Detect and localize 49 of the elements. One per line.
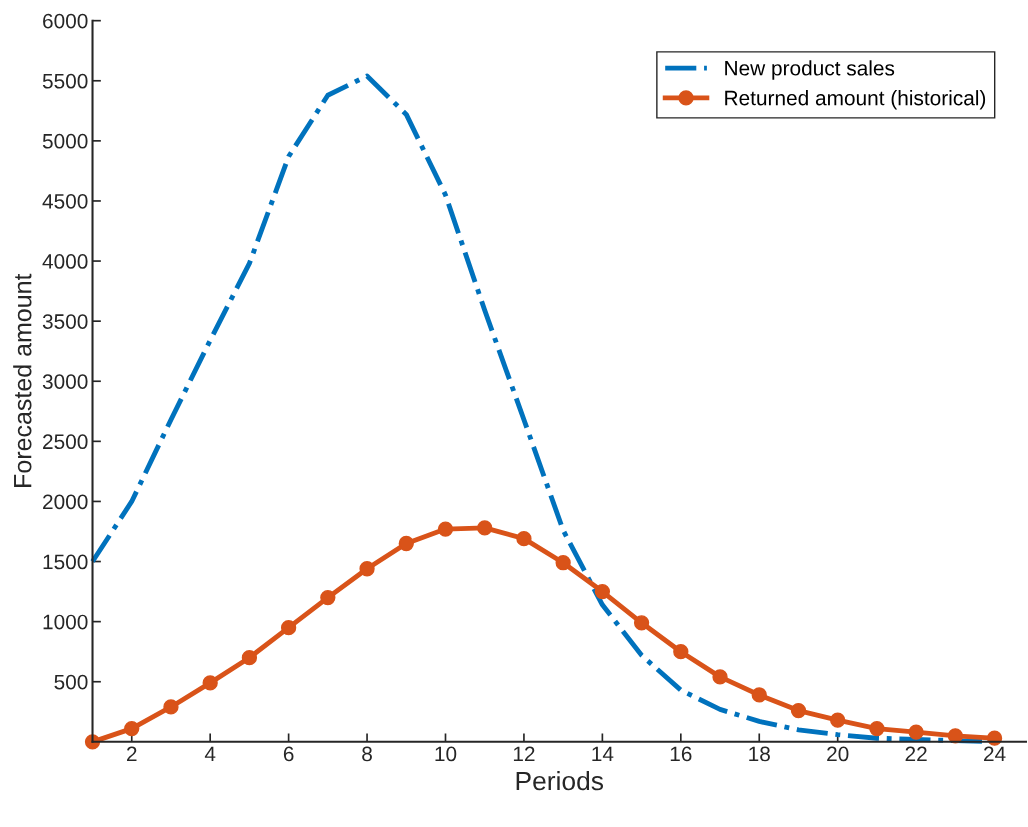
y-tick-label: 6000 bbox=[43, 13, 88, 29]
x-tick-label: 2 bbox=[127, 746, 137, 762]
point bbox=[241, 650, 258, 666]
point bbox=[594, 583, 611, 600]
point bbox=[869, 720, 885, 737]
x-tick-label: 20 bbox=[827, 746, 849, 762]
legend-label: Returned amount (historical) bbox=[725, 90, 986, 110]
x-tick-label: 4 bbox=[204, 746, 216, 762]
y-tick-label: 1500 bbox=[43, 554, 88, 570]
y-tick-label: 1000 bbox=[43, 614, 88, 630]
point bbox=[790, 702, 807, 719]
legend-label: New product sales bbox=[725, 60, 895, 80]
point bbox=[320, 589, 336, 606]
point bbox=[830, 712, 846, 728]
x-tick-label: 22 bbox=[905, 746, 927, 762]
point bbox=[437, 521, 454, 537]
x-tick-label: 24 bbox=[984, 746, 1006, 762]
y-tick-label: 3000 bbox=[42, 374, 88, 389]
x-tick-label: 12 bbox=[513, 746, 535, 762]
x-axis-title: Periods bbox=[516, 770, 604, 791]
x-tick-label: 14 bbox=[592, 746, 614, 762]
y-tick-label: 3500 bbox=[42, 314, 88, 329]
point bbox=[280, 619, 297, 636]
point bbox=[516, 531, 532, 547]
y-axis-title: Forecasted amount bbox=[13, 273, 32, 487]
x-tick-label: 6 bbox=[283, 746, 294, 762]
x-tick-label: 16 bbox=[670, 746, 692, 762]
point bbox=[712, 669, 728, 685]
x-tick-label: 18 bbox=[749, 746, 770, 762]
y-tick-label: 5000 bbox=[42, 133, 88, 149]
point bbox=[398, 535, 414, 552]
point bbox=[477, 520, 493, 536]
y-tick-label: 2000 bbox=[43, 494, 88, 510]
x-tick-label: 8 bbox=[362, 746, 372, 762]
y-tick-label: 4500 bbox=[42, 193, 88, 209]
y-tick-label: 500 bbox=[54, 674, 88, 690]
point bbox=[633, 615, 650, 631]
point bbox=[359, 561, 375, 577]
point bbox=[163, 699, 179, 715]
point bbox=[673, 644, 689, 660]
point bbox=[908, 724, 924, 740]
y-tick-label: 5500 bbox=[42, 73, 88, 89]
y-tick-label: 2500 bbox=[43, 434, 88, 450]
point bbox=[555, 555, 571, 571]
y-tick-label: 4000 bbox=[42, 254, 88, 269]
x-tick-label: 10 bbox=[435, 746, 457, 762]
point bbox=[202, 675, 218, 691]
point bbox=[124, 720, 140, 737]
point bbox=[751, 687, 767, 703]
